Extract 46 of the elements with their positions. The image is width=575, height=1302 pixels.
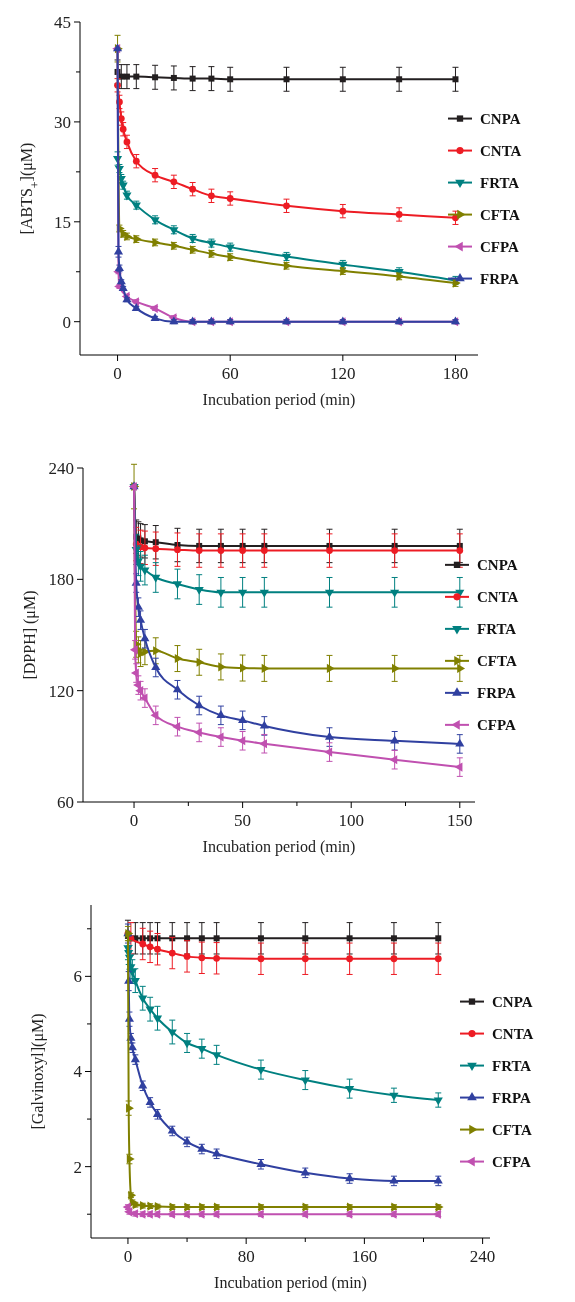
legend-label: CFPA xyxy=(492,1153,532,1170)
x-tick-label: 160 xyxy=(351,1247,378,1266)
y-tick-label: 120 xyxy=(48,681,74,701)
y-tick-label: 60 xyxy=(57,792,74,812)
legend-label: CNPA xyxy=(477,557,518,574)
legend-label: FRTA xyxy=(480,174,520,191)
legend-label: CNTA xyxy=(492,1025,534,1042)
x-tick-label: 0 xyxy=(113,364,122,383)
legend-label: CNTA xyxy=(477,589,519,606)
legend-label: CFTA xyxy=(492,1121,532,1138)
x-tick-label: 180 xyxy=(442,364,469,383)
legend-label: CFTA xyxy=(480,206,520,223)
legend-label: CNTA xyxy=(480,142,522,159)
x-tick-label: 60 xyxy=(221,364,239,383)
y-axis-title: [Galvinoxyl](μM) xyxy=(29,1013,47,1130)
y-tick-label: 0 xyxy=(62,312,71,332)
x-tick-label: 120 xyxy=(330,364,356,383)
legend-label: FRPA xyxy=(492,1089,532,1106)
legend-label: CNPA xyxy=(492,993,533,1010)
y-tick-label: 240 xyxy=(48,458,74,478)
x-tick-label: 80 xyxy=(237,1247,255,1266)
y-tick-label: 45 xyxy=(54,12,71,32)
legend-label: CNPA xyxy=(480,110,521,127)
x-axis-title: Incubation period (min) xyxy=(214,1274,367,1292)
y-tick-label: 4 xyxy=(73,1062,83,1082)
legend-label: CFPA xyxy=(477,717,517,734)
x-tick-label: 0 xyxy=(129,811,139,830)
x-tick-label: 50 xyxy=(234,811,252,830)
legend-label: FRPA xyxy=(480,270,520,287)
x-tick-label: 240 xyxy=(469,1247,496,1266)
legend-label: FRTA xyxy=(477,621,517,638)
x-axis-title: Incubation period (min) xyxy=(202,391,356,409)
y-tick-label: 15 xyxy=(54,212,71,232)
legend-label: FRPA xyxy=(477,685,517,702)
x-tick-label: 100 xyxy=(338,811,364,830)
y-tick-label: 6 xyxy=(73,967,82,987)
x-axis-title: Incubation period (min) xyxy=(202,838,356,856)
legend-label: CFTA xyxy=(477,653,517,670)
y-tick-label: 180 xyxy=(48,570,74,590)
legend-label: CFPA xyxy=(480,238,520,255)
x-tick-label: 150 xyxy=(447,811,473,830)
y-tick-label: 2 xyxy=(73,1157,82,1177)
legend-label: FRTA xyxy=(492,1057,532,1074)
y-tick-label: 30 xyxy=(54,112,71,132)
y-axis-title: [DPPH] (μM) xyxy=(21,590,39,680)
x-tick-label: 0 xyxy=(123,1247,133,1266)
